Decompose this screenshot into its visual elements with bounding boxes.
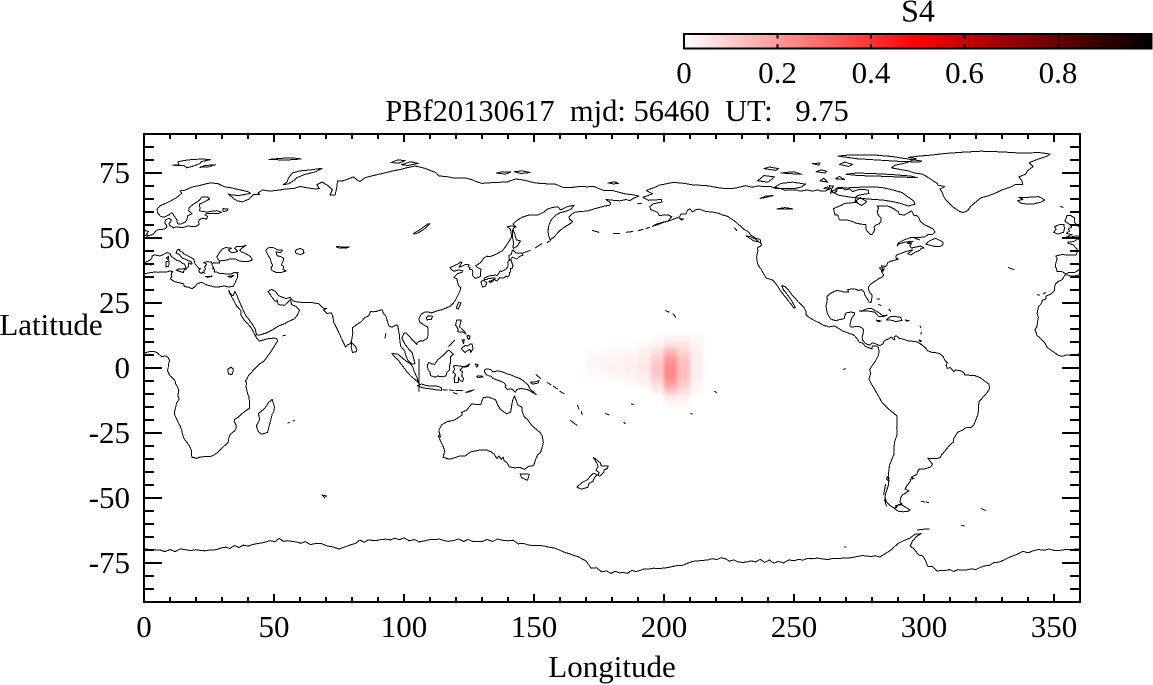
svg-text:25: 25: [99, 285, 130, 320]
svg-text:100: 100: [381, 609, 428, 644]
svg-text:-25: -25: [89, 415, 130, 450]
svg-text:0: 0: [136, 609, 152, 644]
svg-text:Longitude: Longitude: [548, 649, 675, 684]
svg-text:200: 200: [641, 609, 688, 644]
svg-text:0.4: 0.4: [852, 55, 891, 90]
svg-text:S4: S4: [901, 0, 935, 29]
svg-text:0.2: 0.2: [758, 55, 797, 90]
svg-text:Latitude: Latitude: [0, 307, 103, 342]
svg-text:PBf20130617 mjd: 56460 UT:: PBf20130617 mjd: 56460 UT: 9.75: [385, 94, 849, 128]
svg-text:150: 150: [511, 609, 558, 644]
svg-text:300: 300: [901, 609, 948, 644]
svg-text:0: 0: [676, 55, 692, 90]
svg-text:-75: -75: [89, 545, 130, 580]
svg-text:250: 250: [771, 609, 818, 644]
svg-text:0: 0: [115, 350, 131, 385]
svg-text:0.8: 0.8: [1039, 55, 1078, 90]
svg-text:0.6: 0.6: [945, 55, 984, 90]
svg-text:-50: -50: [89, 480, 130, 515]
svg-text:75: 75: [99, 155, 130, 190]
svg-text:50: 50: [259, 609, 290, 644]
svg-text:50: 50: [99, 220, 130, 255]
svg-text:350: 350: [1031, 609, 1078, 644]
